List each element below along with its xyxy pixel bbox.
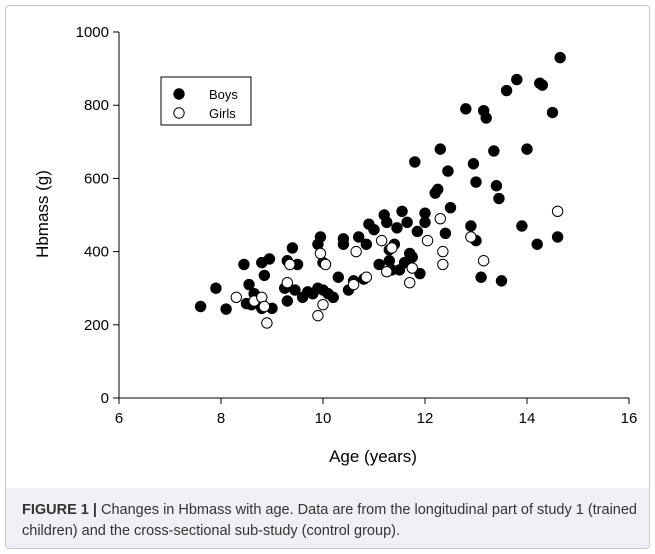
point	[511, 73, 523, 86]
point	[477, 255, 490, 267]
point	[230, 291, 243, 304]
point	[467, 158, 480, 170]
point	[434, 143, 446, 155]
x-tick-label: 8	[217, 410, 225, 427]
y-axis-label: Hbmass (g)	[33, 170, 52, 258]
legend-label: Girls	[209, 106, 236, 121]
x-tick-label: 16	[621, 410, 638, 427]
point	[398, 256, 411, 269]
point	[536, 79, 548, 91]
point	[516, 220, 528, 232]
point	[381, 266, 393, 278]
x-tick-label: 14	[519, 410, 536, 427]
point	[411, 225, 424, 238]
y-tick-label: 1000	[76, 24, 109, 41]
point	[220, 303, 232, 315]
point	[312, 309, 324, 322]
point	[353, 231, 365, 243]
point	[480, 112, 492, 124]
point	[465, 220, 477, 232]
point	[439, 227, 452, 240]
point	[475, 271, 487, 283]
point	[437, 258, 449, 271]
point	[404, 277, 416, 289]
point	[368, 223, 380, 236]
figure: Hbmass (g) Age (years) 0 200 400 600 800 1000…	[5, 5, 650, 549]
point	[386, 242, 398, 254]
point	[444, 201, 457, 214]
point	[406, 251, 418, 263]
point	[495, 275, 508, 287]
point	[317, 298, 329, 311]
y-tick-label: 0	[101, 390, 109, 407]
point	[314, 231, 327, 243]
point	[493, 192, 505, 205]
point	[465, 231, 477, 243]
point	[375, 234, 388, 247]
y-tick-label: 200	[84, 317, 109, 334]
x-tick-label: 6	[115, 410, 123, 427]
point	[284, 258, 296, 271]
legend-marker	[173, 107, 185, 119]
point	[381, 216, 393, 229]
point	[258, 300, 271, 313]
point	[347, 278, 360, 291]
point	[488, 145, 500, 157]
x-tick-label: 12	[417, 410, 434, 427]
chart: Hbmass (g) Age (years) 0 200 400 600 800 1000…	[33, 24, 638, 466]
point	[327, 291, 339, 304]
point	[531, 238, 543, 250]
point	[434, 212, 446, 225]
legend-label: Boys	[209, 87, 238, 102]
point	[442, 165, 454, 177]
point	[373, 258, 385, 271]
point	[360, 238, 373, 250]
y-tick-label: 600	[84, 170, 109, 187]
point	[551, 205, 564, 218]
y-tick-label: 800	[84, 97, 109, 114]
point	[414, 267, 426, 280]
point	[210, 282, 222, 294]
point	[421, 234, 434, 247]
point	[521, 143, 533, 155]
point	[460, 103, 472, 115]
caption-label: FIGURE 1 |	[22, 502, 97, 518]
y-tick-label: 400	[84, 244, 109, 261]
point	[286, 242, 299, 254]
point	[546, 106, 559, 119]
point	[350, 245, 362, 258]
point	[401, 216, 413, 229]
point	[281, 295, 293, 307]
point	[263, 253, 276, 265]
point	[437, 245, 449, 258]
point	[360, 271, 373, 283]
point	[419, 207, 431, 219]
x-axis-label: Age (years)	[329, 447, 417, 466]
point	[258, 269, 271, 282]
point	[409, 156, 421, 168]
point	[332, 271, 344, 283]
caption: FIGURE 1 | Changes in Hbmass with age. D…	[6, 488, 649, 548]
point	[406, 262, 418, 274]
point	[289, 284, 301, 296]
x-tick-label: 10	[315, 410, 332, 427]
point	[194, 300, 207, 313]
point	[391, 222, 403, 234]
point	[243, 278, 255, 291]
point	[554, 51, 566, 64]
point	[470, 176, 482, 188]
point	[551, 231, 564, 243]
point	[319, 258, 332, 271]
point	[314, 247, 327, 260]
point	[432, 183, 444, 196]
point	[500, 84, 513, 97]
point	[261, 317, 273, 329]
point	[238, 258, 250, 271]
caption-text: Changes in Hbmass with age. Data are fro…	[22, 502, 637, 539]
point	[396, 205, 408, 218]
point	[490, 180, 503, 192]
legend-marker	[173, 88, 185, 100]
point	[281, 277, 293, 289]
point	[337, 238, 350, 250]
